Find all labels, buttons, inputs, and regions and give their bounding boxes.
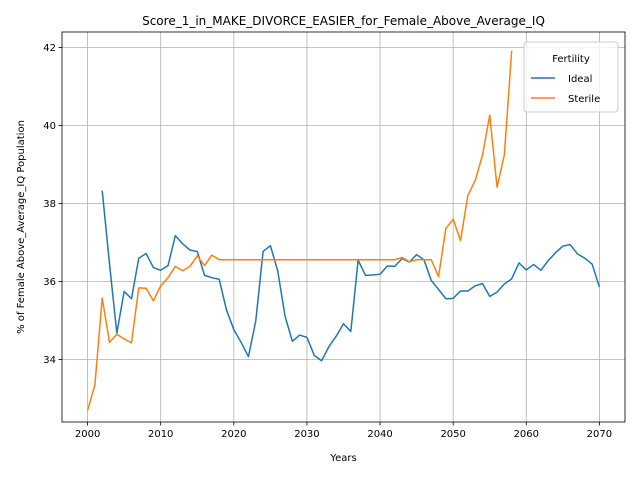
- legend-label-ideal: Ideal: [568, 74, 592, 85]
- y-tick-label: 38: [43, 199, 56, 210]
- legend: Fertility Ideal Sterile: [524, 42, 618, 112]
- legend-title: Fertility: [552, 54, 590, 65]
- y-tick-label: 34: [43, 355, 56, 366]
- x-tick-label: 2010: [148, 429, 173, 440]
- y-tick-label: 42: [43, 43, 56, 54]
- y-tick-label: 36: [43, 277, 56, 288]
- x-tick-label: 2020: [221, 429, 246, 440]
- chart-title: Score_1_in_MAKE_DIVORCE_EASIER_for_Femal…: [142, 14, 545, 28]
- legend-label-sterile: Sterile: [568, 94, 600, 105]
- x-axis-label: Years: [329, 453, 356, 464]
- x-tick-label: 2060: [514, 429, 539, 440]
- y-axis-label: % of Female Above_Average_IQ Population: [16, 120, 27, 334]
- x-tick-label: 2050: [440, 429, 465, 440]
- x-tick-label: 2000: [75, 429, 100, 440]
- x-tick-label: 2040: [367, 429, 392, 440]
- y-tick-label: 40: [43, 121, 56, 132]
- x-tick-label: 2070: [587, 429, 612, 440]
- x-tick-label: 2030: [294, 429, 319, 440]
